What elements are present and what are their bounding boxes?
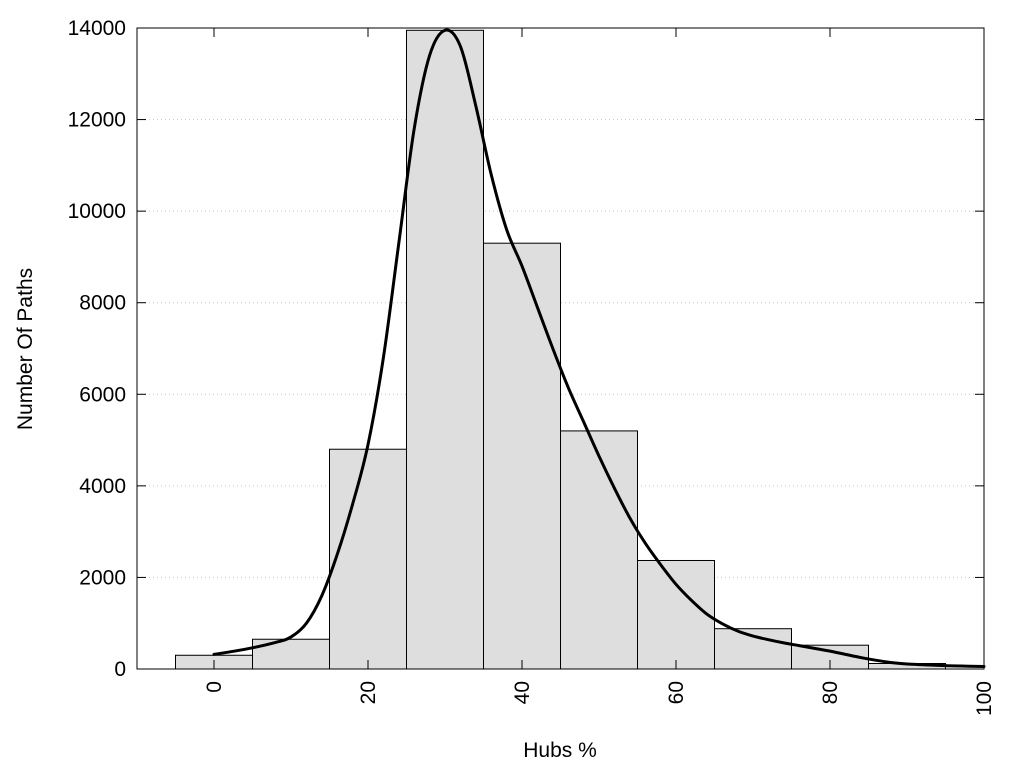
y-tick-label: 14000 xyxy=(68,17,126,40)
x-tick-label: 80 xyxy=(819,681,842,704)
y-axis-label: Number Of Paths xyxy=(14,268,37,430)
histogram-bar xyxy=(406,29,484,670)
y-axis-ticks: 0 2000 4000 6000 8000 10000 12000 14000 xyxy=(68,17,984,681)
y-tick-label: 4000 xyxy=(79,475,126,498)
density-curve xyxy=(212,28,986,668)
histogram-bar xyxy=(329,448,407,670)
histogram-bar xyxy=(252,638,330,670)
histogram-bar xyxy=(560,430,638,670)
y-tick-label: 12000 xyxy=(68,109,126,132)
x-tick-label: 0 xyxy=(203,681,226,693)
x-tick-label: 20 xyxy=(357,681,380,704)
y-tick-label: 6000 xyxy=(79,383,126,406)
plot-frame xyxy=(136,27,985,670)
histogram-bars xyxy=(175,29,946,670)
x-axis-label: Hubs % xyxy=(523,739,597,762)
x-tick-label: 60 xyxy=(665,681,688,704)
histogram-bar xyxy=(483,242,561,670)
x-axis-ticks: 0 20 40 60 80 100 xyxy=(203,28,996,716)
histogram-bar xyxy=(637,559,715,670)
x-tick-label: 40 xyxy=(511,681,534,704)
y-tick-label: 0 xyxy=(114,658,126,681)
y-tick-label: 8000 xyxy=(79,292,126,315)
x-tick-label: 100 xyxy=(973,681,996,716)
y-tick-label: 10000 xyxy=(68,200,126,223)
y-tick-label: 2000 xyxy=(79,566,126,589)
